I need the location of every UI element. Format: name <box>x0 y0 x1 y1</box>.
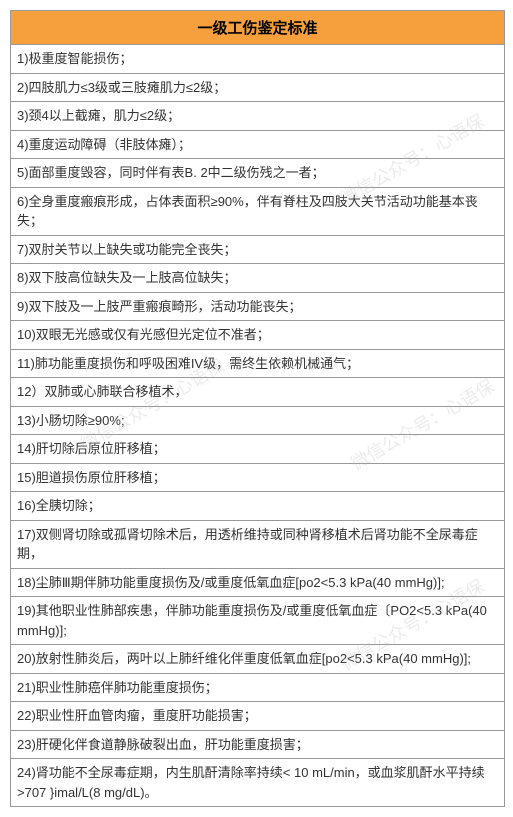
table-row: 4)重度运动障碍（非肢体瘫）； <box>11 131 504 160</box>
table-row: 10)双眼无光感或仅有光感但光定位不准者； <box>11 321 504 350</box>
table-row: 20)放射性肺炎后，两叶以上肺纤维化伴重度低氧血症[po2<5.3 kPa(40… <box>11 645 504 674</box>
table-row: 18)尘肺Ⅲ期伴肺功能重度损伤及/或重度低氧血症[po2<5.3 kPa(40 … <box>11 569 504 598</box>
table-row: 23)肝硬化伴食道静脉破裂出血，肝功能重度损害； <box>11 731 504 760</box>
table-row: 22)职业性肝血管肉瘤，重度肝功能损害； <box>11 702 504 731</box>
table-row: 19)其他职业性肺部疾患，伴肺功能重度损伤及/或重度低氧血症〔PO2<5.3 k… <box>11 597 504 645</box>
table-body: 1)极重度智能损伤；2)四肢肌力≤3级或三肢瘫肌力≤2级；3)颈4以上截瘫，肌力… <box>11 45 504 806</box>
table-row: 3)颈4以上截瘫，肌力≤2级； <box>11 102 504 131</box>
table-row: 9)双下肢及一上肢严重瘢痕畸形，活动功能丧失； <box>11 293 504 322</box>
table-header: 一级工伤鉴定标准 <box>11 11 504 45</box>
table-row: 2)四肢肌力≤3级或三肢瘫肌力≤2级； <box>11 74 504 103</box>
table-row: 15)胆道损伤原位肝移植； <box>11 464 504 493</box>
table-row: 17)双侧肾切除或孤肾切除术后，用透析维持或同种肾移植术后肾功能不全尿毒症期， <box>11 521 504 569</box>
standards-table: 一级工伤鉴定标准 1)极重度智能损伤；2)四肢肌力≤3级或三肢瘫肌力≤2级；3)… <box>10 10 505 807</box>
table-row: 11)肺功能重度损伤和呼吸困难IV级，需终生依赖机械通气； <box>11 350 504 379</box>
table-row: 13)小肠切除≥90%; <box>11 407 504 436</box>
table-row: 7)双肘关节以上缺失或功能完全丧失； <box>11 236 504 265</box>
table-row: 16)全胰切除； <box>11 492 504 521</box>
table-row: 21)职业性肺癌伴肺功能重度损伤； <box>11 674 504 703</box>
table-row: 14)肝切除后原位肝移植； <box>11 435 504 464</box>
table-row: 6)全身重度瘢痕形成，占体表面积≥90%，伴有脊柱及四肢大关节活动功能基本丧失； <box>11 188 504 236</box>
table-row: 8)双下肢高位缺失及一上肢高位缺失； <box>11 264 504 293</box>
table-row: 1)极重度智能损伤； <box>11 45 504 74</box>
table-row: 24)肾功能不全尿毒症期，内生肌酐清除率持续< 10 mL/min，或血浆肌酐水… <box>11 759 504 806</box>
table-row: 12）双肺或心肺联合移植术， <box>11 378 504 407</box>
table-row: 5)面部重度毁容，同时伴有表B. 2中二级伤残之一者； <box>11 159 504 188</box>
